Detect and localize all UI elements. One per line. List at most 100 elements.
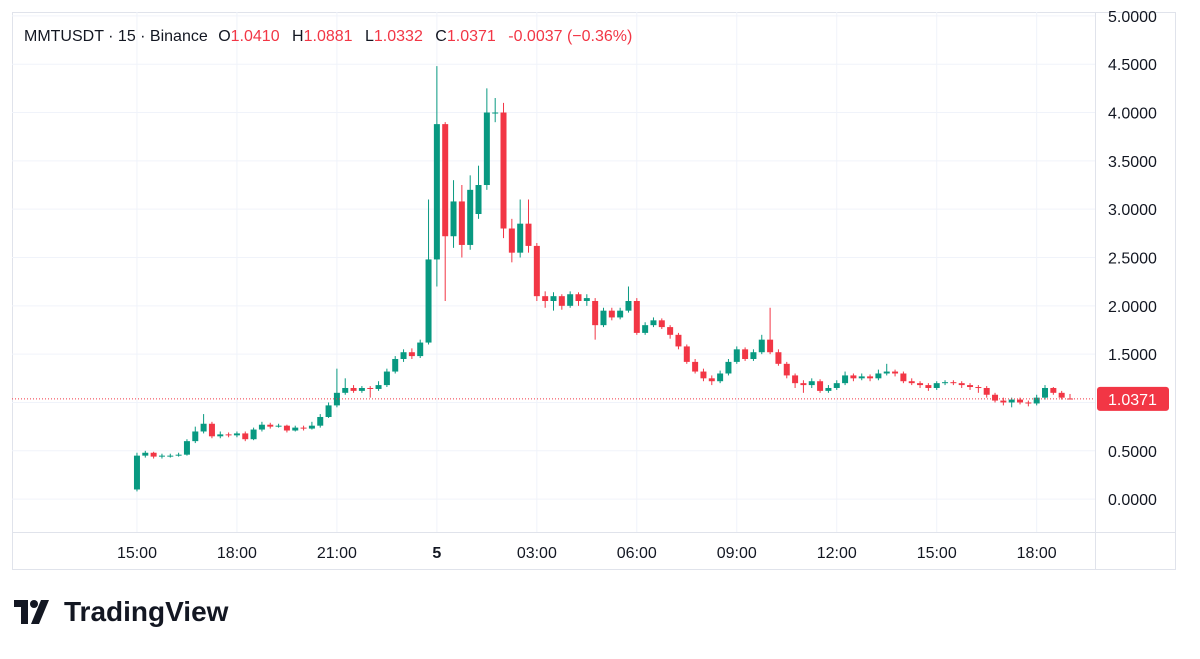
candle-body (767, 339, 774, 353)
candle-body (275, 425, 282, 427)
close-value: 1.0371 (447, 28, 496, 45)
candle-body (850, 375, 857, 379)
legend: MMTUSDT · 15 · Binance O1.0410 H1.0881 L… (24, 28, 632, 45)
candle-body (267, 424, 274, 427)
candle-body (508, 228, 515, 253)
x-tick-label: 5 (432, 545, 441, 562)
candle-body (642, 325, 649, 333)
candle-body (450, 201, 457, 237)
candle-body (1033, 397, 1040, 404)
last-price-label: 1.0371 (1108, 392, 1157, 409)
candle-body (600, 310, 607, 326)
candle-body (383, 371, 390, 386)
candle-body (517, 223, 524, 253)
brand-logo (14, 600, 49, 624)
candle-body (292, 427, 299, 431)
candle-body (533, 245, 540, 297)
candle-body (392, 358, 399, 372)
candle-body (625, 300, 632, 311)
y-tick-label: 2.0000 (1108, 299, 1157, 316)
candle-body (458, 201, 465, 245)
x-tick-label: 15:00 (117, 545, 157, 562)
candles (133, 66, 1074, 492)
candle-body (733, 349, 740, 362)
candle-body (950, 382, 957, 384)
candle-body (550, 296, 557, 301)
candle-body (442, 124, 449, 237)
candle-body (942, 382, 949, 384)
candle-body (192, 431, 199, 442)
candle-body (783, 363, 790, 376)
candle-body (808, 381, 815, 386)
candle-body (717, 373, 724, 382)
candle-body (758, 339, 765, 353)
candle-body (667, 327, 674, 335)
y-tick-label: 0.5000 (1108, 444, 1157, 461)
candle-body (425, 259, 432, 343)
candle-body (167, 455, 174, 457)
low-label: L (365, 28, 374, 45)
candle-body (358, 387, 365, 391)
last-price-box (1097, 386, 1169, 411)
candle-body (608, 310, 615, 318)
candle-body (342, 387, 349, 393)
candle-body (900, 373, 907, 382)
candle-body (467, 189, 474, 245)
candle-body (983, 387, 990, 395)
candle-body (842, 375, 849, 384)
y-tick-label: 3.5000 (1108, 154, 1157, 171)
low-value: 1.0332 (374, 28, 423, 45)
candle-body (317, 416, 324, 426)
candle-body (675, 334, 682, 347)
candle-body (308, 425, 315, 429)
candle-body (225, 434, 232, 436)
candle-body (175, 454, 182, 456)
candle-body (367, 387, 374, 389)
candle-body (633, 300, 640, 333)
candle-body (542, 296, 549, 301)
candle-body (700, 371, 707, 379)
candle-body (992, 394, 999, 401)
candle-body (183, 441, 190, 455)
candle-body (475, 185, 482, 215)
x-tick-label: 18:00 (217, 545, 257, 562)
candle-body (792, 375, 799, 384)
candle-body (875, 373, 882, 379)
candle-body (917, 383, 924, 386)
candle-body (692, 361, 699, 372)
candle-body (1017, 399, 1024, 403)
candle-body (750, 352, 757, 359)
candle-body (242, 433, 249, 440)
candle-body (558, 296, 565, 306)
change: -0.0037 (−0.36%) (508, 28, 632, 45)
x-tick-label: 03:00 (517, 545, 557, 562)
candle-body (158, 455, 165, 457)
candle-body (967, 385, 974, 388)
candle-body (417, 342, 424, 357)
y-tick-label: 3.0000 (1108, 202, 1157, 219)
candle-body (258, 424, 265, 430)
grid (12, 12, 1095, 532)
candle-body (775, 352, 782, 364)
high-label: H (292, 28, 304, 45)
symbol: MMTUSDT · 15 · Binance (24, 28, 208, 45)
candle-body (233, 433, 240, 436)
candle-body (567, 294, 574, 306)
candle-body (483, 112, 490, 186)
candle-body (908, 381, 915, 384)
candle-body (500, 112, 507, 229)
candle-body (858, 376, 865, 379)
candle-body (825, 387, 832, 391)
candle-body (1025, 402, 1032, 404)
candle-body (725, 361, 732, 374)
axes: 0.00000.50001.00001.50002.00002.50003.00… (12, 9, 1169, 562)
candle-body (208, 423, 215, 437)
y-tick-label: 0.0000 (1108, 492, 1157, 509)
candle-body (525, 223, 532, 246)
candle-body (283, 425, 290, 431)
chart-frame (12, 12, 1176, 570)
candle-body (883, 371, 890, 374)
candle-body (817, 381, 824, 391)
candle-body (800, 383, 807, 386)
